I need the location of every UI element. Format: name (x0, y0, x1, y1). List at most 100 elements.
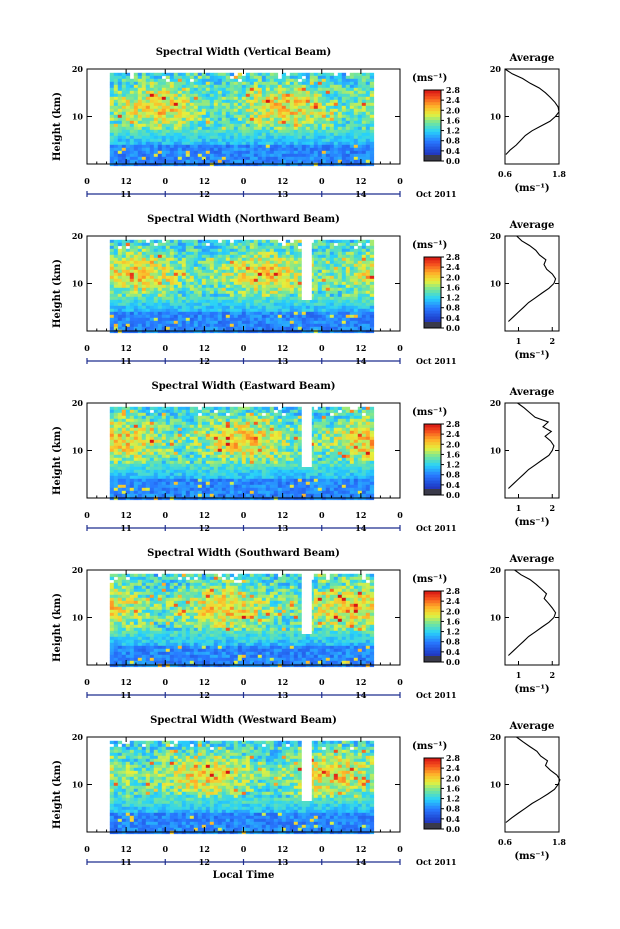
heatmap-cell (133, 84, 139, 89)
heatmap-cell (317, 433, 323, 438)
heatmap-cell (177, 81, 183, 86)
heatmap-cell (305, 159, 311, 164)
heatmap-cell (205, 418, 211, 423)
heatmap-cell (181, 427, 187, 432)
heatmap-cell (273, 260, 279, 265)
heatmap-cell (245, 90, 251, 95)
heatmap-cell (297, 75, 303, 80)
heatmap-cell (129, 433, 135, 438)
heatmap-cell (369, 156, 375, 161)
heatmap-cell (353, 81, 359, 86)
heatmap-cell (317, 248, 323, 253)
heatmap-cell (205, 311, 211, 316)
heatmap-cell (113, 117, 119, 122)
heatmap-cell (329, 72, 335, 77)
heatmap-cell (197, 317, 203, 322)
heatmap-cell (289, 257, 295, 262)
heatmap-cell (245, 117, 251, 122)
heatmap-cell (361, 430, 367, 435)
heatmap-cell (253, 90, 259, 95)
heatmap-cell (249, 138, 255, 143)
heatmap-cell (169, 305, 175, 310)
heatmap-cell (245, 281, 251, 286)
heatmap-cell (213, 290, 219, 295)
heatmap-cell (253, 132, 259, 137)
heatmap-cell (225, 251, 231, 256)
heatmap-cell (213, 430, 219, 435)
heatmap-cell (229, 308, 235, 313)
heatmap-cell (357, 105, 363, 110)
heatmap-cell (357, 239, 363, 244)
heatmap-cell (217, 72, 223, 77)
heatmap-cell (305, 156, 311, 161)
heatmap-cell (345, 132, 351, 137)
heatmap-cell (233, 430, 239, 435)
heatmap-cell (113, 120, 119, 125)
heatmap-cell (253, 308, 259, 313)
heatmap-cell (113, 159, 119, 164)
heatmap-cell (169, 129, 175, 134)
heatmap-cell (221, 132, 227, 137)
colorbar-band (424, 104, 441, 109)
day-tick-label: 14 (355, 189, 367, 199)
heatmap-cell (293, 93, 299, 98)
heatmap-cell (109, 251, 115, 256)
heatmap-cell (301, 308, 307, 313)
heatmap-cell (173, 117, 179, 122)
heatmap-cell (313, 320, 319, 325)
heatmap-cell (145, 135, 151, 140)
heatmap-cell (285, 320, 291, 325)
heatmap-cell (285, 433, 291, 438)
heatmap-cell (345, 257, 351, 262)
heatmap-cell (289, 135, 295, 140)
heatmap-cell (133, 314, 139, 319)
heatmap-cell (205, 317, 211, 322)
heatmap-cell (329, 81, 335, 86)
heatmap-cell (121, 99, 127, 104)
heatmap-cell (113, 326, 119, 331)
heatmap-cell (141, 150, 147, 155)
heatmap-cell (133, 430, 139, 435)
heatmap-cell (253, 126, 259, 131)
heatmap-cell (197, 245, 203, 250)
heatmap-cell (265, 409, 271, 414)
heatmap-cell (173, 93, 179, 98)
heatmap-cell (249, 257, 255, 262)
heatmap-cell (321, 117, 327, 122)
heatmap-cell (185, 147, 191, 152)
heatmap-cell (297, 141, 303, 146)
heatmap-cell (173, 72, 179, 77)
heatmap-cell (353, 317, 359, 322)
heatmap-cell (181, 284, 187, 289)
heatmap-cell (181, 99, 187, 104)
heatmap-cell (309, 141, 315, 146)
heatmap-cell (309, 311, 315, 316)
heatmap-cell (285, 242, 291, 247)
colorbar-band (424, 257, 441, 261)
heatmap-cell (361, 111, 367, 116)
heatmap-cell (177, 156, 183, 161)
heatmap-cell (113, 424, 119, 429)
heatmap-cell (145, 323, 151, 328)
heatmap-cell (281, 108, 287, 113)
heatmap-cell (241, 308, 247, 313)
heatmap-cell (277, 120, 283, 125)
heatmap-cell (109, 263, 115, 268)
heatmap-cell (277, 105, 283, 110)
heatmap-cell (313, 129, 319, 134)
heatmap-cell (177, 239, 183, 244)
heatmap-cell (141, 105, 147, 110)
heatmap-cell (229, 108, 235, 113)
heatmap-cell (329, 287, 335, 292)
heatmap-cell (269, 147, 275, 152)
heatmap-cell (225, 433, 231, 438)
heatmap-cell (117, 75, 123, 80)
heatmap-cell (233, 284, 239, 289)
heatmap-cell (353, 299, 359, 304)
heatmap-cell (169, 242, 175, 247)
heatmap-cell (133, 263, 139, 268)
heatmap-cell (297, 281, 303, 286)
heatmap-cell (357, 284, 363, 289)
heatmap-cell (177, 141, 183, 146)
heatmap-cell (281, 326, 287, 331)
